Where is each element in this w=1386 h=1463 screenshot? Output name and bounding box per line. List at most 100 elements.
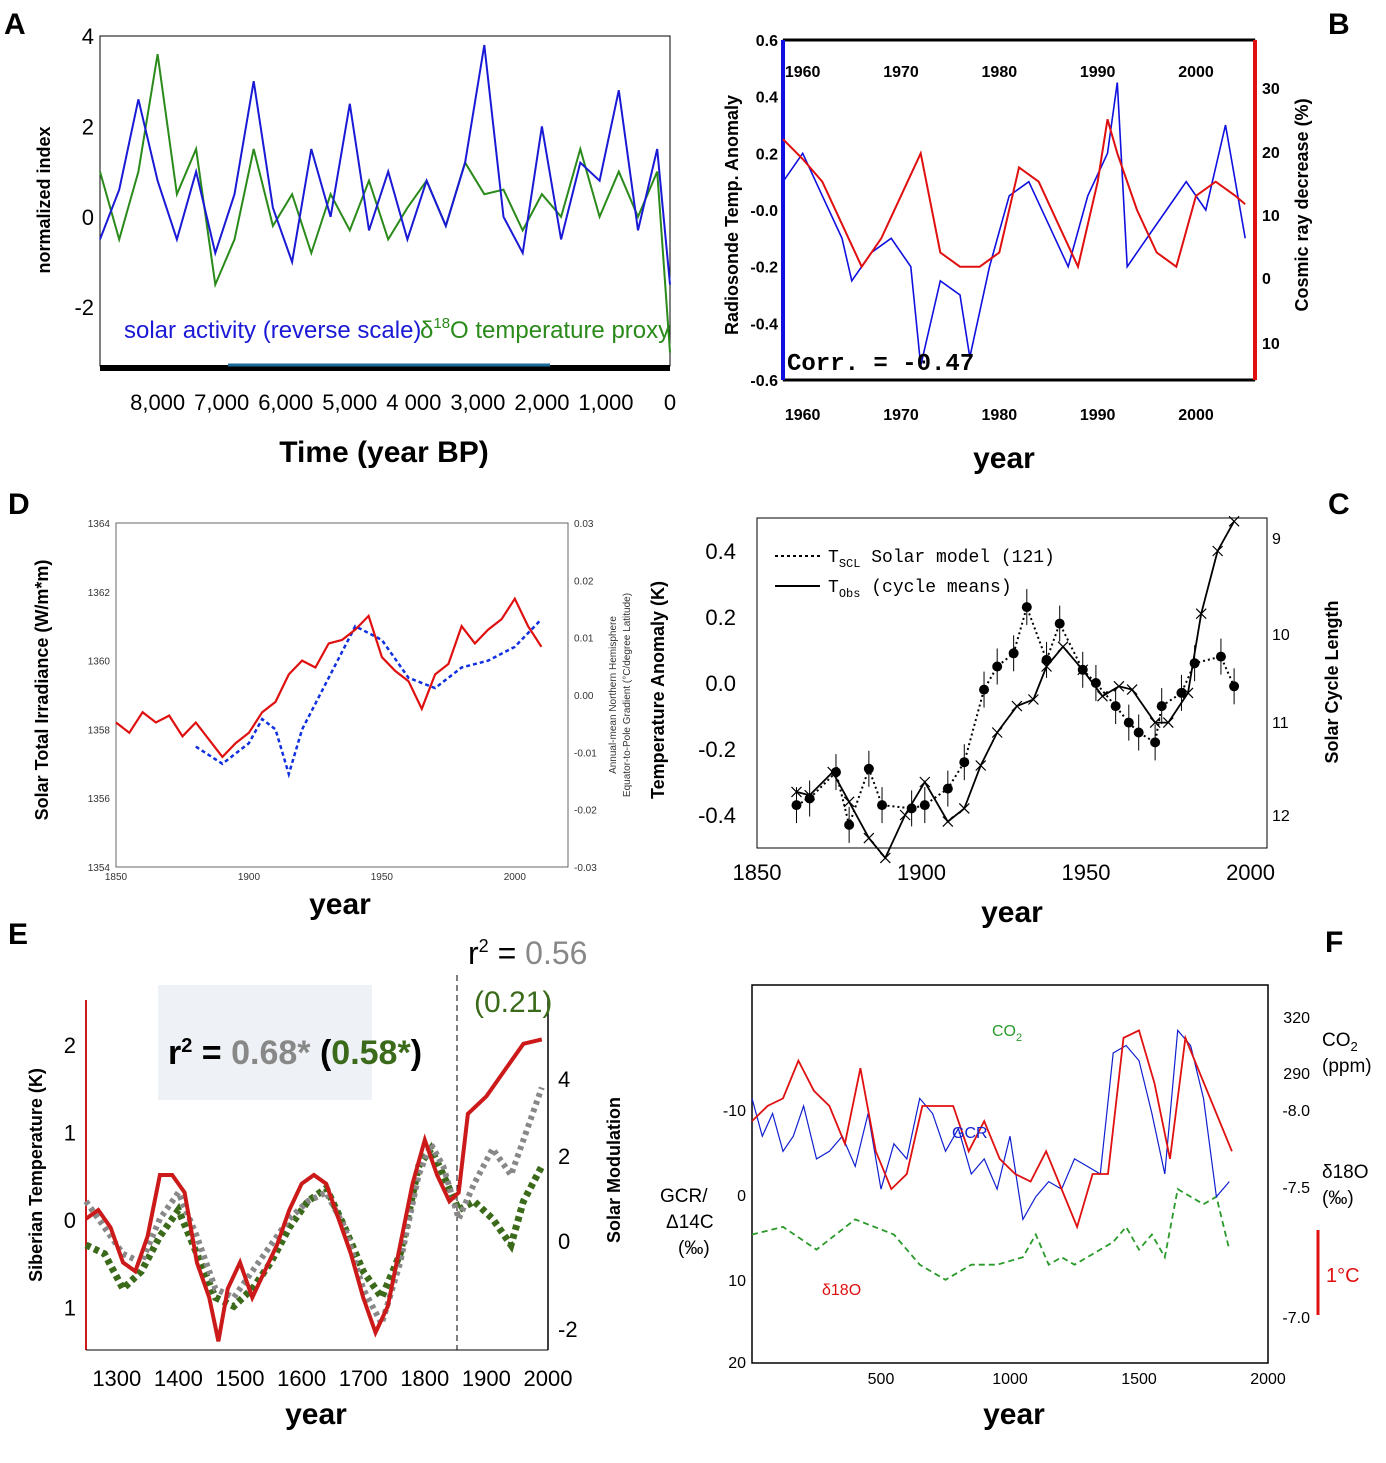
y-axis-label-b: Radiosonde Temp. Anomaly (722, 95, 742, 335)
obs-marker-c-19 (1126, 684, 1138, 696)
y2-tick-f-4: -7.0 (1282, 1310, 1310, 1327)
x-tick-e-2: 1500 (216, 1366, 265, 1391)
data-point-c-4 (863, 763, 874, 774)
gcr-series-label: GCR (952, 1125, 988, 1142)
y-axis-label-d: Solar Total Irradiance (W/m*m) (32, 560, 52, 821)
y-tick-f-3: 20 (728, 1355, 746, 1372)
series-group-c (791, 515, 1240, 864)
x-ticks-a: 8,000 7,000 6,000 5,000 4 000 3,000 2,000 1,000… (130, 390, 676, 415)
panel-c: 1850 1900 1950 2000 0.4 0.2 0.0 -0.2 -0.4 9 10 11 12… (648, 515, 1342, 929)
legend-tobs-sub: Obs (839, 587, 861, 601)
r2r-eq: = (489, 935, 525, 971)
r2-grey-value: 0.68* (231, 1034, 311, 1072)
x-tick-e-5: 1800 (400, 1366, 449, 1391)
series-line-d-0 (115, 596, 543, 759)
obs-marker-c-10 (975, 760, 987, 771)
y-tick-a-3: -2 (74, 295, 94, 320)
legend-tscl-rest: Solar model (121) (860, 548, 1054, 568)
x-tick-f-1: 1000 (992, 1371, 1028, 1388)
obs-marker-c-1 (804, 789, 816, 801)
panel-a: 4 2 0 -2 8,000 7,000 6,000 5,000 4 000 3,000 2,00… (34, 24, 676, 469)
series-line-e-1 (83, 1086, 545, 1332)
y2-tick-b-2: 10 (1262, 208, 1280, 225)
legend-tobs: TObs (cycle means) (828, 578, 1012, 601)
x-tick-a-8: 0 (664, 390, 676, 415)
panel-f: 500 1000 1500 2000 -10 0 10 20 320 290 -8.0 -7.5 -7.… (660, 984, 1372, 1431)
y2-axis-label-d-2: Equator-to-Pole Gradient (°C/degree Lati… (622, 593, 633, 797)
plot-frame-b (782, 39, 1256, 381)
data-point-c-21 (1150, 737, 1161, 748)
y2-tick-e-0: 4 (558, 1067, 570, 1092)
y-tick-b-1: 0.4 (756, 90, 778, 107)
x-axis-label-b: year (973, 442, 1035, 475)
y2-tick-d-2: 0.01 (574, 634, 594, 645)
x-tick-c-3: 2000 (1226, 860, 1275, 885)
x-tick-c-2: 1950 (1062, 860, 1111, 885)
plot-frame-d (115, 522, 569, 868)
y-tick-b-5: -0.4 (750, 316, 778, 333)
r2r-r: r (468, 935, 479, 971)
y2-tick-f-0: 320 (1283, 1010, 1310, 1027)
plot-frame-c (756, 517, 1268, 849)
y2-tick-e-2: 0 (558, 1229, 570, 1254)
x-tick-e-3: 1600 (277, 1366, 326, 1391)
series-line-e-0 (84, 1037, 543, 1342)
x-axis-label-a: Time (year BP) (279, 436, 489, 469)
r2-annotation-main: r2 = 0.68* (0.58*) (168, 1034, 422, 1072)
y-axis-label-f-2: Δ14C (666, 1212, 714, 1233)
data-point-c-24 (1189, 658, 1200, 669)
y-axis-label-c: Temperature Anomaly (K) (648, 581, 668, 799)
scale-bar-label-f: 1°C (1326, 1265, 1360, 1287)
data-point-c-3 (844, 819, 855, 830)
x-tick-e-6: 1900 (462, 1366, 511, 1391)
y2-tick-d-3: 0.00 (574, 691, 594, 702)
panel-e: 1300 1400 1500 1600 1700 1800 1900 2000 2 1 0 1 4 2 0 -… (26, 935, 624, 1431)
data-point-c-9 (959, 757, 970, 768)
y2-tick-f-3: -7.5 (1282, 1180, 1310, 1197)
y-tick-b-2: 0.2 (756, 146, 778, 163)
obs-marker-c-8 (942, 816, 954, 828)
data-point-c-13 (1021, 602, 1032, 613)
obs-marker-c-11 (991, 727, 1003, 738)
panel-letter-d: D (8, 488, 30, 521)
x-tick-a-2: 6,000 (258, 390, 313, 415)
co2-axis-label: CO2 (1322, 1030, 1358, 1054)
ticks-d: 1850 1900 1950 2000 1364 1362 1360 1358 1356 1354… (88, 519, 597, 883)
x-tick-bottom-b-1: 1970 (883, 407, 919, 424)
y2-tick-b-1: 20 (1262, 145, 1280, 162)
series-line-f-2 (751, 1029, 1233, 1230)
r2-box-e (158, 985, 372, 1100)
legend-tscl-t: T (828, 548, 839, 568)
y-tick-d-3: 1358 (88, 725, 111, 736)
series-line-d-1 (195, 618, 543, 779)
obs-marker-c-18 (1113, 680, 1125, 692)
x-tick-a-3: 5,000 (322, 390, 377, 415)
r2-paren-close: ) (411, 1034, 422, 1072)
x-tick-e-0: 1300 (92, 1366, 141, 1391)
obs-marker-c-14 (1041, 661, 1052, 672)
x-tick-a-4: 4 000 (386, 390, 441, 415)
y2-axis-label-b: Cosmic ray decrease (%) (1292, 98, 1312, 311)
data-point-c-8 (942, 783, 953, 794)
y2-tick-c-2: 11 (1272, 715, 1289, 732)
y2-axis-label-e: Solar Modulation (604, 1097, 624, 1243)
panel-letter-f: F (1325, 926, 1343, 959)
obs-marker-c-17 (1097, 690, 1108, 702)
series-group-f (751, 1028, 1233, 1281)
ticks-c: 1850 1900 1950 2000 0.4 0.2 0.0 -0.2 -0.4 9 10 11 12 (698, 531, 1290, 885)
y2-tick-c-0: 9 (1272, 531, 1281, 548)
y-tick-d-0: 1364 (88, 519, 111, 530)
x-tick-d-2: 1950 (371, 872, 394, 883)
series-group-d (115, 596, 543, 779)
series-line-c-1 (796, 520, 1235, 860)
series-group-e (83, 1037, 545, 1342)
x-tick-a-0: 8,000 (130, 390, 185, 415)
y2-tick-d-0: 0.03 (574, 519, 594, 530)
data-point-c-23 (1176, 687, 1187, 698)
y-tick-e-0: 2 (64, 1033, 76, 1058)
x-tick-c-1: 1900 (897, 860, 946, 885)
legend-d18o-sup: 18 (433, 315, 450, 332)
y2-tick-d-5: -0.02 (574, 806, 597, 817)
obs-marker-c-16 (1077, 664, 1089, 676)
